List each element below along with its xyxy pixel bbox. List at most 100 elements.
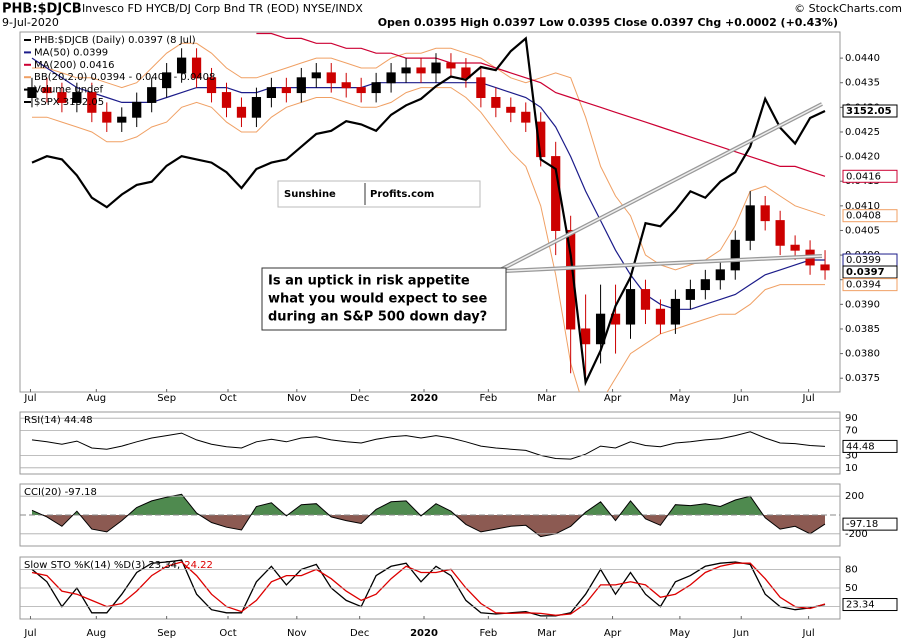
x-tick-label: Feb [479, 628, 497, 639]
candle-body [266, 87, 277, 98]
indicator-line [31, 561, 826, 616]
value-tag: 0.0394 [846, 280, 881, 291]
value-tag-box [842, 104, 898, 118]
x-tick-label: Mar [537, 628, 557, 639]
x-tick-label: May [670, 628, 691, 639]
y-tick-label: 0.0390 [845, 299, 880, 310]
candle-body [326, 72, 336, 84]
panel-frame [19, 31, 841, 393]
x-tick-label: Jul [802, 393, 815, 404]
panel-frame [19, 411, 841, 475]
indicator-line [31, 431, 826, 460]
annotation-text: what you would expect to see [268, 292, 487, 307]
candle-body [386, 72, 396, 84]
candle-body [506, 106, 516, 113]
x-tick-label: Dec [350, 393, 369, 404]
candle-body [715, 269, 725, 281]
candle-body [117, 116, 127, 123]
spx-line [31, 36, 826, 387]
y-tick-label: 0.0410 [845, 201, 880, 212]
candle-body [685, 289, 695, 300]
x-tick-label: Jul [23, 393, 36, 404]
y-tick-label: 80 [845, 564, 858, 575]
y-tick-label: 0.0405 [845, 225, 880, 236]
y-tick-label: 0.0385 [845, 324, 880, 335]
y-tick-label: 0.0380 [845, 349, 880, 360]
moving-average [31, 57, 825, 310]
candle-body [401, 67, 411, 74]
bollinger-lower [32, 87, 825, 392]
candle-body [700, 279, 710, 291]
candle-body [491, 96, 501, 108]
panel [20, 493, 840, 538]
candle-body [236, 106, 247, 118]
value-tag: 44.48 [846, 441, 875, 452]
chart-title: PHB:$DJCB [2, 2, 82, 17]
candle-body [132, 101, 142, 118]
annotation-text: during an S&P 500 down day? [268, 310, 487, 325]
candle-body [431, 62, 441, 74]
subtitle: Invesco FD HYCB/DJ Corp Bnd TR (EOD) NYS… [82, 2, 363, 15]
x-tick-label: Nov [287, 628, 307, 639]
value-tag: 0.0416 [846, 171, 881, 182]
candle-body [341, 82, 351, 89]
area-positive [32, 494, 825, 515]
candle-body [42, 87, 52, 94]
candle-body [281, 87, 291, 94]
candle-body [595, 313, 606, 345]
x-tick-label: Sep [157, 628, 176, 639]
candle-body [356, 87, 366, 94]
candle-body [446, 62, 456, 69]
legend-label: Slow STO %K(14) %D(3) 23.34, 24.22 [24, 560, 213, 571]
x-tick-label: Feb [479, 393, 497, 404]
x-tick-label: Sep [157, 393, 176, 404]
x-tick-label: Nov [287, 393, 307, 404]
legend-label: MA(200) 0.0416 [34, 60, 115, 71]
legend-label: Volume undef [34, 85, 104, 96]
x-tick-label: Aug [87, 393, 107, 404]
trend-line [499, 103, 823, 271]
value-tag-box [842, 209, 898, 223]
value-tag-box [842, 169, 898, 183]
candle-body [625, 289, 636, 325]
value-tag: 3152.05 [846, 106, 892, 117]
y-tick-label: 50 [845, 583, 858, 594]
logo-divider [364, 183, 366, 205]
legend-label: PHB:$DJCB (Daily) 0.0397 (8 Jul) [34, 35, 196, 46]
area-negative [32, 515, 825, 537]
y-tick-label: 0.0420 [845, 152, 880, 163]
candle-body [775, 220, 785, 246]
x-tick-label: 2020 [410, 393, 438, 404]
candle-body [221, 92, 232, 108]
y-tick-label: 70 [845, 426, 858, 437]
candle-body [147, 87, 157, 103]
legend-label: MA(50) 0.0399 [34, 47, 108, 58]
value-tag-box [842, 439, 898, 453]
candle-body [416, 67, 426, 74]
logo-text: Sunshine [284, 189, 336, 200]
legend-label: BB(20,2.0) 0.0394 - 0.0401 - 0.0408 [34, 72, 215, 83]
candle-body [296, 77, 306, 94]
y-tick-label: 10 [845, 463, 858, 474]
candle-body [311, 72, 321, 79]
x-tick-label: 2020 [410, 628, 438, 639]
panel [31, 431, 826, 460]
value-tag: 23.34 [846, 600, 875, 611]
value-tag-box [842, 598, 898, 612]
y-tick-label: -200 [845, 529, 868, 540]
y-tick-label: 0.0425 [845, 127, 880, 138]
candle-body [760, 205, 770, 222]
x-tick-label: Aug [87, 628, 107, 639]
candle-body [730, 239, 740, 271]
value-tag: 0.0397 [846, 267, 885, 278]
candle-body [72, 92, 82, 103]
x-tick-label: Apr [604, 628, 622, 639]
legend-label: $SPX 3152.05 [34, 97, 104, 108]
x-tick-label: Jul [23, 628, 36, 639]
source: © StockCharts.com [794, 2, 902, 15]
candle-body [206, 77, 217, 94]
x-tick-label: Oct [219, 393, 236, 404]
x-tick-label: Apr [604, 393, 622, 404]
candle-body [476, 77, 486, 98]
x-tick-label: Jun [732, 393, 749, 404]
